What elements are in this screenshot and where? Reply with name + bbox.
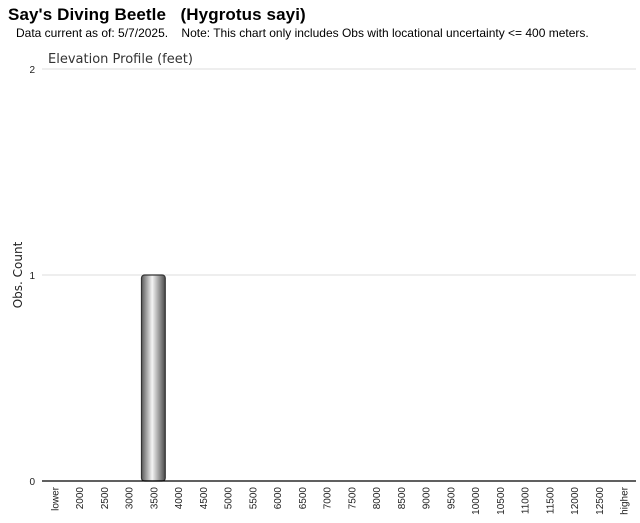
x-tick-label: 2500 — [100, 487, 111, 510]
x-tick-label: 2000 — [75, 487, 86, 510]
x-tick-label: 3000 — [125, 487, 136, 510]
y-axis-label: Obs. Count — [11, 241, 25, 308]
x-tick-label: 11500 — [545, 487, 556, 515]
x-tick-label: 3500 — [149, 487, 160, 510]
x-tick-label: 10000 — [471, 487, 482, 515]
x-tick-label: 10500 — [496, 487, 507, 515]
chart-title: Elevation Profile (feet) — [48, 52, 193, 67]
x-tick-label: 8500 — [397, 487, 408, 510]
x-tick-label: 8000 — [372, 487, 383, 510]
x-tick-label: 12000 — [570, 487, 581, 515]
y-tick-label: 1 — [29, 271, 35, 282]
x-tick-label: 7000 — [323, 487, 334, 510]
x-tick-label: 5500 — [248, 487, 259, 510]
x-tick-label: lower — [50, 486, 61, 511]
x-tick-label: 4500 — [199, 487, 210, 510]
x-tick-label: 9000 — [422, 487, 433, 510]
x-tick-label: 7500 — [347, 487, 358, 510]
x-tick-label: 12500 — [595, 487, 606, 515]
x-tick-label: 9500 — [446, 487, 457, 510]
y-tick-label: 2 — [29, 65, 35, 76]
data-note: Data current as of: 5/7/2025. Note: This… — [16, 26, 589, 40]
x-tick-label: 4000 — [174, 487, 185, 510]
x-tick-label: 5000 — [224, 487, 235, 510]
x-tick-label: 11000 — [521, 487, 532, 515]
page-title: Say's Diving Beetle (Hygrotus sayi) — [8, 5, 306, 24]
x-tick-label: 6500 — [298, 487, 309, 510]
bar — [140, 274, 166, 482]
y-tick-label: 0 — [29, 477, 35, 488]
x-tick-label: 6000 — [273, 487, 284, 510]
x-tick-label: higher — [620, 486, 631, 514]
